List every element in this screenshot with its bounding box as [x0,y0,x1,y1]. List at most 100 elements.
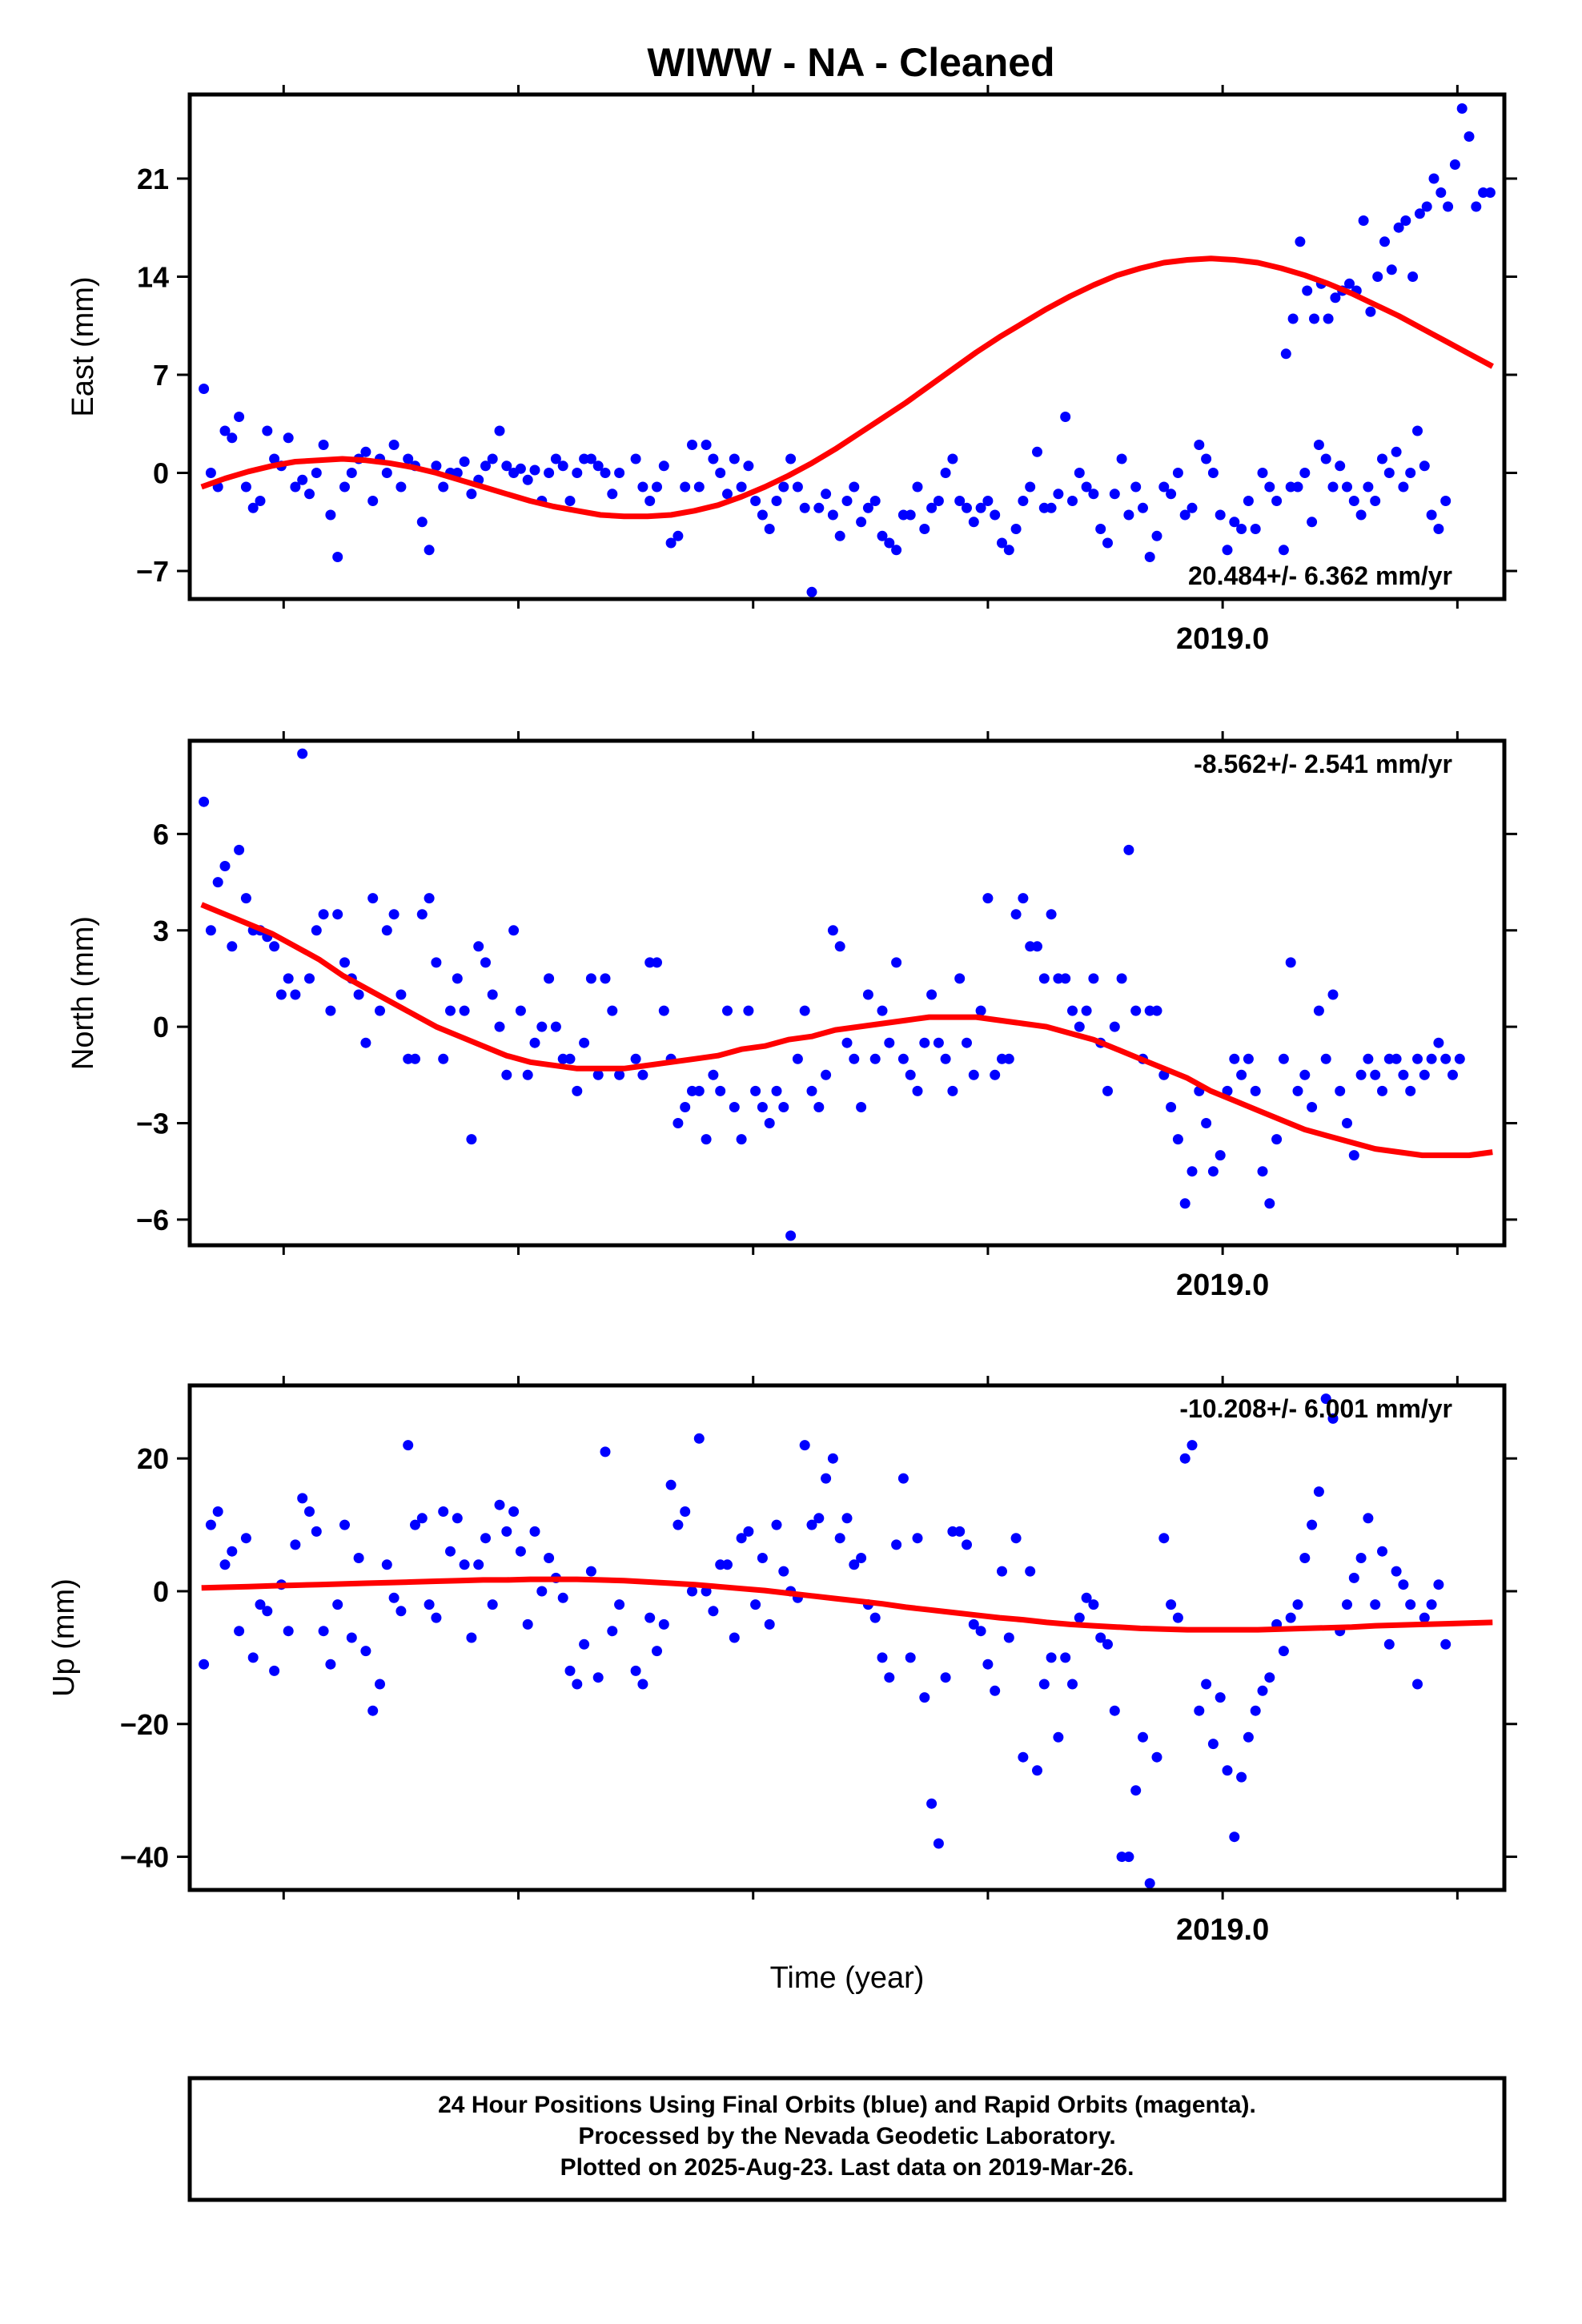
east-data-point [982,496,994,506]
east-data-point [1018,496,1029,506]
up-data-point [1215,1692,1226,1703]
east-data-point [778,481,789,493]
east-data-point [1074,468,1085,478]
north-data-point [693,1085,705,1096]
east-data-point [722,489,733,500]
east-data-point [940,468,951,478]
up-data-point [515,1546,526,1557]
east-data-point [1323,313,1334,324]
east-data-point [1309,313,1319,324]
up-marks [199,1393,1493,1889]
east-data-point [1215,509,1226,521]
up-data-point [473,1559,484,1570]
up-data-point [1250,1705,1261,1716]
east-data-point [680,481,691,493]
up-data-point [1074,1612,1085,1623]
up-data-point [1222,1765,1233,1776]
up-data-point [614,1599,625,1610]
east-data-point [607,489,618,500]
north-data-point [652,957,662,968]
north-data-point [1271,1134,1283,1145]
north-data-point [550,1021,561,1032]
east-data-point [1287,313,1299,324]
east-data-point [729,453,740,464]
east-data-point [1299,468,1311,478]
up-y-tick-label: −40 [120,1841,169,1874]
up-data-point [940,1672,951,1683]
north-data-point [1468,0,1479,6]
up-data-point [1166,1599,1177,1610]
east-data-point [912,481,923,493]
up-data-point [1158,1533,1170,1544]
north-y-tick-label: −3 [136,1108,169,1140]
east-data-point [332,552,343,562]
up-data-point [905,1652,916,1663]
east-data-point [954,496,966,506]
footer-line-2: Processed by the Nevada Geodetic Laborat… [578,2123,1115,2149]
east-data-point [806,586,817,597]
up-data-point [1307,1519,1318,1530]
up-data-point [1095,1632,1106,1643]
east-data-point [360,446,371,457]
up-data-point [1081,1592,1092,1603]
north-data-point [1370,1069,1381,1080]
north-data-point [891,957,902,968]
up-data-point [1179,1453,1191,1464]
up-data-point [536,1586,548,1597]
east-data-point [1383,468,1395,478]
north-data-point [954,973,966,984]
north-data-point [658,1005,669,1016]
north-data-point [1355,1069,1367,1080]
north-data-point [722,1005,733,1016]
east-data-point [424,545,435,556]
east-x-tick-label: 2019.0 [1176,622,1269,656]
east-data-point [1229,517,1240,528]
east-data-point [1081,481,1092,493]
up-data-point [1236,1771,1247,1783]
up-data-point [360,1646,371,1657]
up-data-point [1060,1652,1071,1663]
east-data-point [1400,215,1411,226]
up-data-point [424,1599,435,1610]
east-data-point [673,530,684,541]
east-y-tick-label: 14 [137,261,169,294]
east-data-point [1414,208,1425,219]
north-data-point [968,1069,979,1080]
north-data-point [821,1069,832,1080]
east-rate-label: 20.484+/- 6.362 mm/yr [1188,561,1452,590]
east-data-point [834,530,845,541]
north-data-point [607,1005,618,1016]
north-data-point [297,748,308,759]
north-data-point [283,973,294,984]
up-frame [187,1383,1507,1892]
up-data-point [1144,1878,1155,1889]
north-data-point [529,1037,540,1048]
north-y-axis-label: North (mm) [66,916,100,1070]
north-data-point [1151,1005,1162,1016]
north-data-point [388,909,400,920]
north-data-point [1003,1053,1014,1064]
up-data-point [962,1539,972,1550]
east-data-point [1468,0,1479,6]
north-data-point [1483,0,1493,6]
up-data-point [1207,1739,1219,1750]
up-data-point [849,1559,860,1570]
east-data-point [1476,0,1486,6]
up-y-tick-label: 0 [153,1575,169,1608]
east-data-point [1222,545,1233,556]
up-data-point [799,1440,810,1451]
up-data-point [459,1559,470,1570]
east-data-point [1433,524,1444,534]
east-data-point [1377,453,1387,464]
up-data-point [219,1559,231,1570]
up-data-point [1383,1638,1395,1650]
up-data-point [255,1599,266,1610]
north-data-point [1426,1053,1437,1064]
north-data-point [933,1037,944,1048]
east-panel: 2019.0 −7 0 7 14 21 East (mm) 20.484+/- 6.362 m… [66,0,1517,656]
east-data-point [701,440,712,450]
up-data-point [1088,1599,1099,1610]
footer-box: 24 Hour Positions Using Final Orbits (bl… [187,2076,1507,2202]
north-data-point [1123,844,1134,855]
north-data-point [332,909,343,920]
